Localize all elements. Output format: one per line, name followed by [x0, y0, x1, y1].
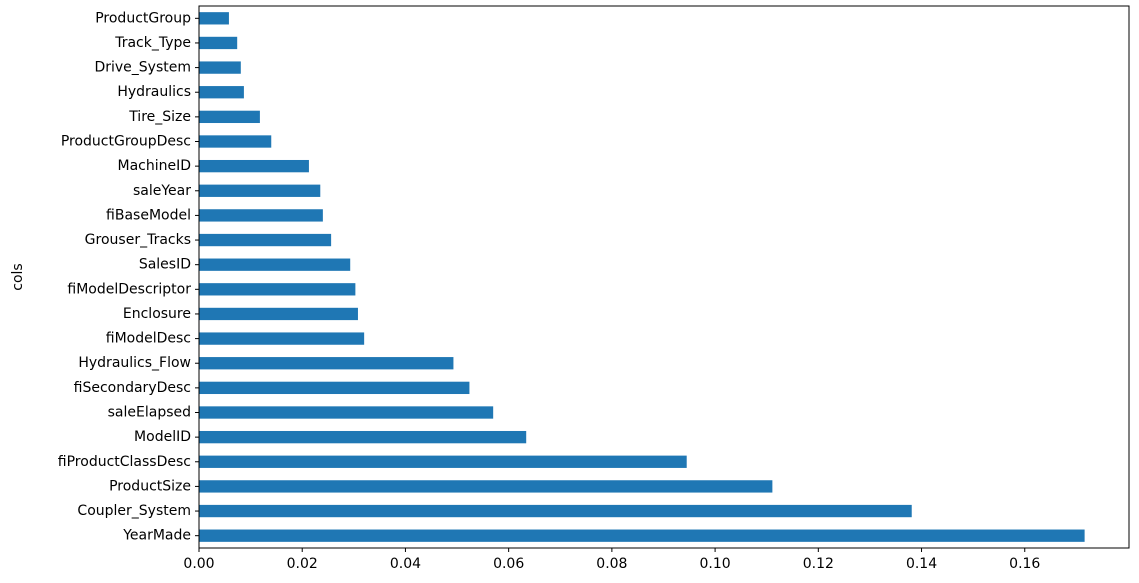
bar	[199, 283, 356, 296]
bar	[199, 406, 494, 419]
y-tick-label: Hydraulics	[117, 84, 191, 100]
x-tick-label: 0.00	[183, 556, 214, 572]
bar	[199, 36, 238, 50]
bar	[199, 307, 358, 321]
bar	[199, 529, 1085, 542]
bar	[199, 357, 454, 370]
x-tick-label: 0.04	[390, 556, 421, 572]
y-tick-label: Grouser_Tracks	[85, 232, 191, 248]
bar	[199, 135, 272, 148]
bar	[199, 184, 321, 197]
x-tick-label: 0.12	[803, 556, 834, 572]
y-tick-label: fiProductClassDesc	[58, 454, 191, 470]
y-tick-label: YearMade	[122, 528, 191, 544]
y-tick-label: saleElapsed	[108, 405, 191, 421]
y-tick-label: ProductGroup	[95, 10, 191, 26]
y-tick-label: saleYear	[133, 183, 191, 199]
y-tick-label: Drive_System	[94, 60, 191, 76]
y-tick-label: fiBaseModel	[106, 207, 191, 223]
y-tick-label: Tire_Size	[128, 109, 191, 125]
bar	[199, 504, 912, 518]
x-tick-label: 0.10	[700, 556, 731, 572]
x-tick-label: 0.08	[596, 556, 627, 572]
bar	[199, 209, 323, 222]
bar	[199, 159, 309, 173]
bar	[199, 480, 773, 493]
bar	[199, 430, 527, 444]
x-tick-label: 0.06	[493, 556, 524, 572]
bar	[199, 332, 365, 345]
bar	[199, 12, 229, 25]
x-tick-label: 0.02	[287, 556, 318, 572]
y-tick-label: fiSecondaryDesc	[74, 380, 191, 396]
y-tick-label: ProductGroupDesc	[61, 134, 191, 150]
y-tick-label: Hydraulics_Flow	[78, 355, 191, 371]
y-tick-label: Coupler_System	[77, 503, 191, 519]
x-tick-label: 0.16	[1009, 556, 1040, 572]
bar	[199, 61, 241, 74]
y-tick-label: ProductSize	[109, 478, 191, 494]
bar	[199, 455, 687, 468]
bar	[199, 233, 332, 247]
y-tick-label: Track_Type	[114, 35, 191, 51]
y-tick-label: fiModelDescriptor	[67, 281, 191, 297]
y-tick-label: SalesID	[139, 257, 191, 273]
y-axis-label: cols	[10, 263, 26, 290]
plot-frame	[198, 5, 1130, 549]
bar	[199, 86, 244, 99]
y-tick-label: MachineID	[117, 158, 191, 174]
x-tick-label: 0.14	[906, 556, 937, 572]
y-tick-label: fiModelDesc	[106, 331, 191, 347]
bar	[199, 381, 470, 395]
bar	[199, 258, 351, 271]
bar	[199, 110, 260, 124]
y-tick-label: ModelID	[134, 429, 191, 445]
y-tick-label: Enclosure	[123, 306, 191, 322]
